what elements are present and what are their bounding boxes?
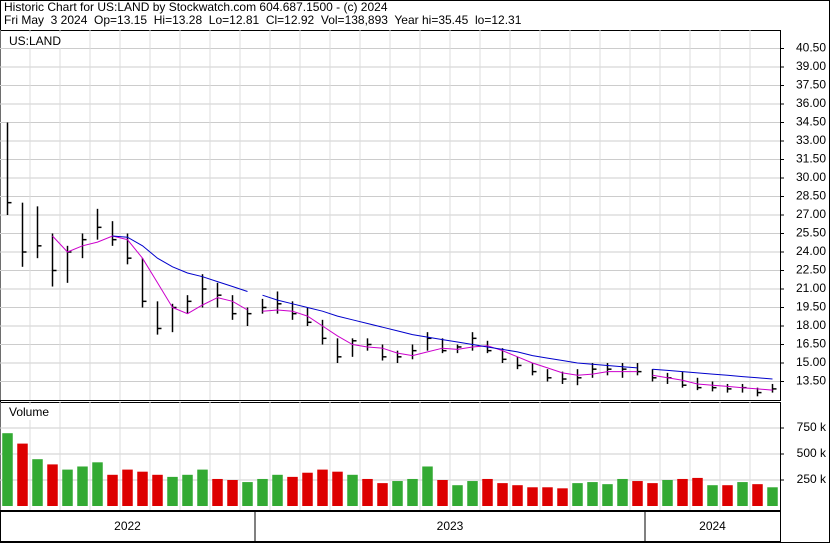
volume-bar bbox=[107, 474, 118, 506]
y-tick-label: 40.50 bbox=[796, 41, 826, 55]
volume-bar bbox=[332, 471, 343, 506]
volume-bar bbox=[707, 485, 718, 506]
y-tick-label: 25.50 bbox=[796, 226, 826, 240]
volume-bar bbox=[722, 485, 733, 506]
y2-tick-label: 500 k bbox=[797, 446, 827, 460]
moving-average bbox=[52, 235, 248, 315]
y-tick-label: 21.00 bbox=[796, 281, 826, 295]
volume-bar bbox=[212, 478, 223, 506]
volume-bar bbox=[317, 469, 328, 506]
volume-label: Volume bbox=[9, 405, 49, 419]
volume-bar bbox=[2, 433, 13, 506]
volume-bar bbox=[737, 482, 748, 506]
volume-bar bbox=[182, 474, 193, 506]
volume-bar bbox=[122, 469, 133, 506]
volume-bar bbox=[602, 484, 613, 506]
volume-bar bbox=[527, 487, 538, 506]
volume-bar bbox=[557, 488, 568, 506]
volume-bar bbox=[587, 482, 598, 506]
volume-bar bbox=[227, 480, 238, 506]
volume-bar bbox=[197, 469, 208, 506]
y-tick-label: 27.00 bbox=[796, 207, 826, 221]
volume-bar bbox=[422, 466, 433, 506]
volume-bar bbox=[287, 476, 298, 506]
year-label: 2022 bbox=[114, 519, 141, 533]
y-tick-label: 15.00 bbox=[796, 355, 826, 369]
volume-bar bbox=[692, 477, 703, 506]
volume-bar bbox=[47, 464, 58, 506]
volume-bar bbox=[32, 459, 43, 506]
moving-average bbox=[262, 294, 638, 369]
y2-tick-label: 750 k bbox=[797, 420, 827, 434]
volume-bar bbox=[662, 480, 673, 506]
moving-average bbox=[112, 235, 248, 292]
y-tick-label: 16.50 bbox=[796, 337, 826, 351]
volume-bar bbox=[362, 478, 373, 506]
volume-bar bbox=[392, 481, 403, 506]
year-label: 2023 bbox=[437, 519, 464, 533]
volume-bar bbox=[257, 478, 268, 506]
volume-bar bbox=[767, 487, 778, 506]
y-tick-label: 34.50 bbox=[796, 115, 826, 129]
volume-bar bbox=[677, 478, 688, 506]
y-tick-label: 28.50 bbox=[796, 189, 826, 203]
chart-subtitle: Fri May 3 2024 Op=13.15 Hi=13.28 Lo=12.8… bbox=[4, 13, 522, 27]
volume-bar bbox=[542, 487, 553, 506]
volume-bar bbox=[167, 476, 178, 506]
volume-bar bbox=[752, 484, 763, 506]
y2-tick-label: 250 k bbox=[797, 472, 827, 486]
y-tick-label: 31.50 bbox=[796, 152, 826, 166]
volume-bar bbox=[152, 474, 163, 506]
date-axis bbox=[0, 511, 781, 542]
y-tick-label: 37.50 bbox=[796, 78, 826, 92]
y-tick-label: 30.00 bbox=[796, 170, 826, 184]
volume-bar bbox=[407, 478, 418, 506]
volume-bar bbox=[497, 483, 508, 506]
moving-average bbox=[652, 374, 773, 391]
volume-bar bbox=[647, 483, 658, 506]
moving-average bbox=[262, 309, 638, 376]
y-tick-label: 18.00 bbox=[796, 318, 826, 332]
volume-bar bbox=[302, 472, 313, 506]
volume-bar bbox=[137, 471, 148, 506]
volume-bar bbox=[272, 474, 283, 506]
moving-average bbox=[652, 368, 773, 380]
volume-bar bbox=[377, 483, 388, 506]
y-tick-label: 19.50 bbox=[796, 300, 826, 314]
label-bg bbox=[4, 405, 58, 420]
volume-bar bbox=[437, 480, 448, 506]
y-tick-label: 33.00 bbox=[796, 133, 826, 147]
volume-bar bbox=[467, 481, 478, 506]
symbol-label: US:LAND bbox=[9, 34, 61, 48]
year-label: 2024 bbox=[699, 519, 726, 533]
volume-bar bbox=[512, 485, 523, 506]
volume-bar bbox=[617, 478, 628, 506]
y-tick-label: 13.50 bbox=[796, 374, 826, 388]
volume-bar bbox=[242, 482, 253, 506]
y-tick-label: 36.00 bbox=[796, 96, 826, 110]
y-tick-label: 39.00 bbox=[796, 59, 826, 73]
volume-bar bbox=[17, 443, 28, 506]
volume-bar bbox=[632, 481, 643, 506]
y-tick-label: 22.50 bbox=[796, 263, 826, 277]
volume-bar bbox=[77, 466, 88, 506]
y-tick-label: 24.00 bbox=[796, 244, 826, 258]
volume-bar bbox=[572, 483, 583, 506]
volume-bar bbox=[347, 474, 358, 506]
volume-bar bbox=[482, 478, 493, 506]
volume-bar bbox=[92, 462, 103, 506]
volume-bar bbox=[452, 485, 463, 506]
chart-title: Historic Chart for US:LAND by Stockwatch… bbox=[4, 0, 388, 14]
label-bg bbox=[4, 33, 68, 48]
volume-bar bbox=[62, 469, 73, 506]
